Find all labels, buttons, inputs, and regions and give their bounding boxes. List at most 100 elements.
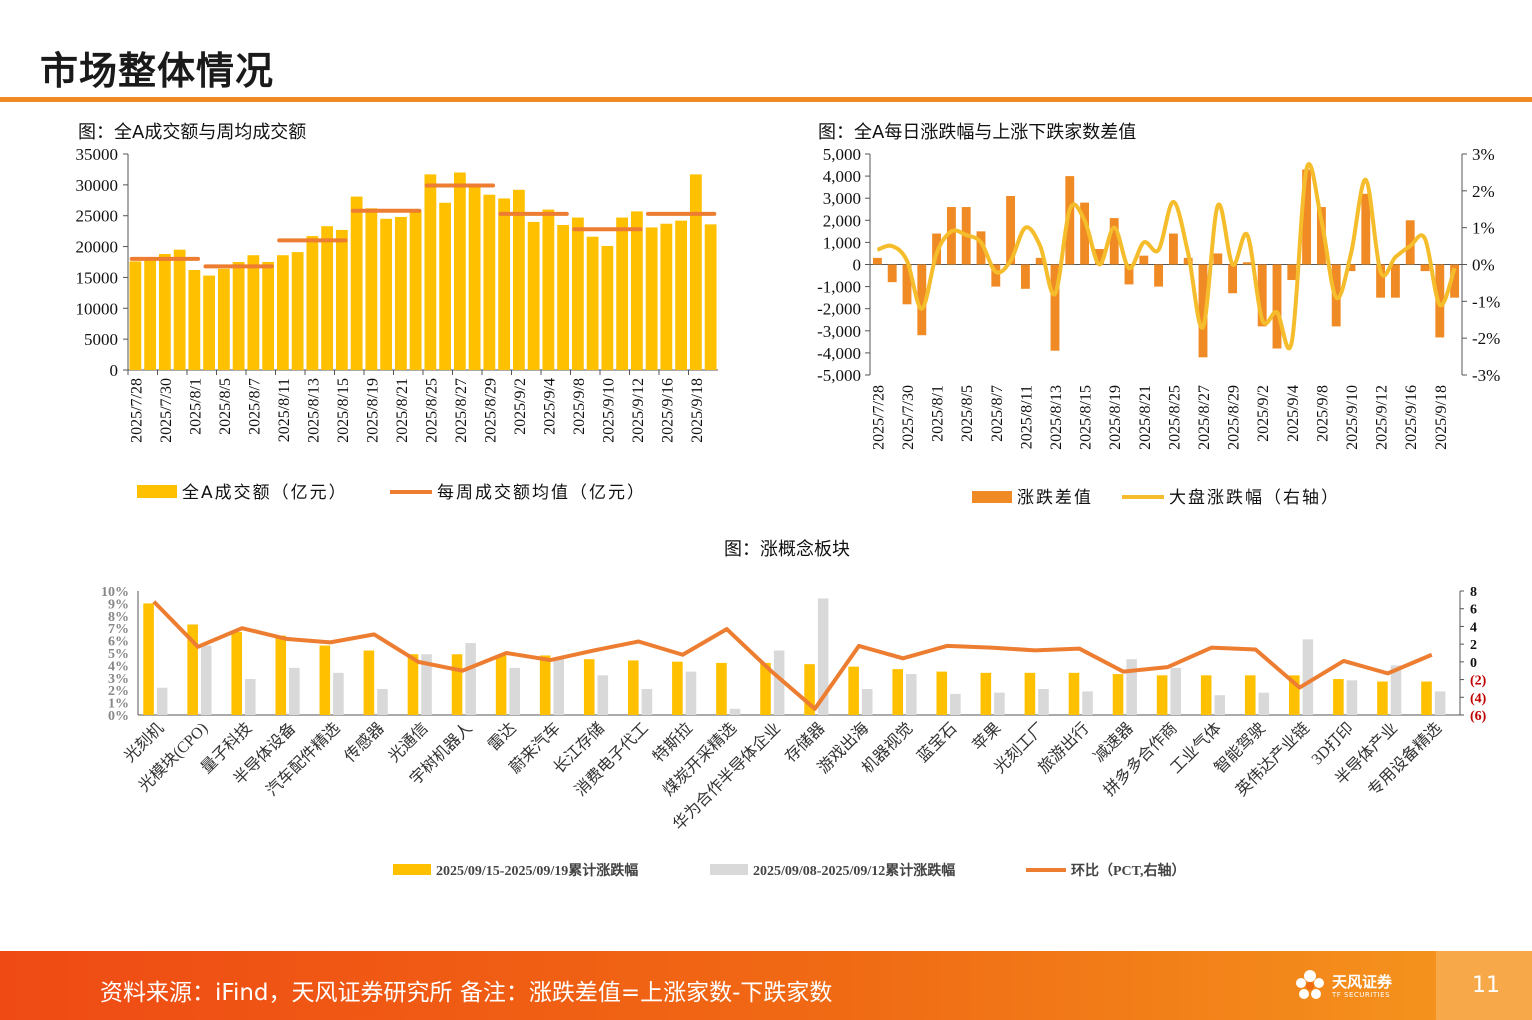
previous-week-bar bbox=[1038, 688, 1049, 715]
y-tick-label: 25000 bbox=[76, 207, 119, 226]
current-week-bar bbox=[760, 662, 771, 715]
x-tick-label: 雷达 bbox=[484, 719, 519, 754]
footer: 资料来源：iFind，天风证券研究所 备注：涨跌差值=上涨家数-下跌家数 天风证… bbox=[0, 951, 1532, 1020]
x-tick-label: 2025/8/29 bbox=[1226, 385, 1243, 450]
x-tick-label: 2025/8/13 bbox=[1048, 385, 1065, 450]
turnover-bar bbox=[527, 221, 540, 370]
x-tick-label: 2025/9/10 bbox=[1344, 385, 1361, 450]
x-tick-label: 2025/8/21 bbox=[394, 378, 411, 443]
breadth-bar bbox=[1168, 233, 1178, 265]
breadth-bar bbox=[1287, 264, 1297, 280]
previous-week-bar bbox=[729, 708, 741, 715]
turnover-bar bbox=[262, 262, 275, 370]
y-tick-label-right: 3% bbox=[1472, 145, 1495, 164]
current-week-bar bbox=[187, 624, 198, 715]
y-tick-label-right: 6 bbox=[1470, 603, 1477, 618]
chart-daily-breadth: 5,000 4,000 3,000 2,000 1,000 0 -1,000 -2,000 -3… bbox=[817, 145, 1500, 508]
y-tick-label-left: -1,000 bbox=[817, 278, 861, 297]
y-tick-label-left: 8% bbox=[108, 610, 129, 625]
previous-week-bar bbox=[1346, 680, 1358, 715]
x-tick-label: 2025/8/19 bbox=[364, 378, 381, 443]
turnover-bar bbox=[144, 258, 157, 370]
logo-cn: 天风证券 bbox=[1332, 973, 1393, 991]
breadth-bar bbox=[1065, 176, 1075, 265]
previous-week-bar bbox=[333, 672, 344, 715]
current-week-bar bbox=[716, 662, 727, 715]
previous-week-bar bbox=[509, 667, 520, 715]
current-week-bar bbox=[892, 669, 903, 715]
legend-label-previous: 2025/09/08-2025/09/12累计涨跌幅 bbox=[753, 862, 955, 879]
previous-week-bar bbox=[1302, 639, 1314, 715]
current-week-bar bbox=[363, 650, 375, 715]
legend-swatch-turnover bbox=[137, 485, 177, 498]
turnover-bar bbox=[571, 217, 584, 370]
current-week-bar bbox=[1244, 675, 1256, 715]
x-tick-label: 2025/8/11 bbox=[276, 378, 293, 442]
current-week-bar bbox=[1068, 672, 1080, 715]
tf-securities-logo: 天风证券 TF SECURITIES bbox=[1292, 965, 1402, 1007]
y-tick-label-right: -2% bbox=[1472, 329, 1500, 348]
x-tick-label: 2025/8/1 bbox=[930, 385, 947, 442]
x-tick-label: 蓝宝石 bbox=[914, 719, 961, 766]
x-tick-label: 2025/9/2 bbox=[512, 378, 529, 435]
y-tick-label-left: 1,000 bbox=[823, 233, 861, 252]
y-tick-label-left: 2% bbox=[108, 684, 129, 699]
current-week-bar bbox=[451, 654, 463, 715]
y-tick-label: 35000 bbox=[76, 145, 119, 164]
y-tick-label-right: 4 bbox=[1470, 620, 1477, 635]
current-week-bar bbox=[672, 661, 683, 715]
current-week-bar bbox=[583, 659, 595, 715]
y-tick-label-left: 9% bbox=[108, 597, 129, 612]
turnover-bar bbox=[173, 249, 186, 370]
previous-week-bar bbox=[1126, 659, 1137, 715]
turnover-bar bbox=[188, 270, 201, 370]
turnover-bar bbox=[542, 209, 555, 370]
y-tick-label-right: -1% bbox=[1472, 292, 1500, 311]
y-tick-label-right: (2) bbox=[1470, 674, 1487, 689]
y-tick-label-right: 2% bbox=[1472, 182, 1495, 201]
y-tick-label-left: 7% bbox=[108, 622, 129, 637]
breadth-bar bbox=[1094, 249, 1104, 265]
current-week-bar bbox=[1333, 679, 1344, 715]
turnover-bar bbox=[232, 262, 245, 370]
x-tick-label: 2025/7/28 bbox=[870, 385, 887, 450]
x-tick-label: 2025/9/18 bbox=[1433, 385, 1450, 450]
x-tick-label: 2025/8/7 bbox=[989, 385, 1006, 442]
breadth-bar bbox=[1361, 193, 1371, 265]
turnover-bar bbox=[689, 174, 702, 370]
breadth-bar bbox=[1420, 264, 1430, 272]
x-tick-label: 2025/9/8 bbox=[571, 378, 588, 435]
turnover-bar bbox=[276, 255, 289, 370]
index-change-line bbox=[876, 162, 1457, 351]
y-tick-label-left: 10% bbox=[101, 585, 129, 600]
breadth-bar bbox=[1405, 220, 1415, 265]
y-tick-label-left: 4,000 bbox=[823, 167, 861, 186]
y-tick-label-left: 5,000 bbox=[823, 145, 861, 164]
x-tick-label: 2025/8/11 bbox=[1018, 385, 1035, 449]
turnover-bar bbox=[158, 253, 171, 370]
page-title: 市场整体情况 bbox=[40, 49, 275, 93]
turnover-bar bbox=[645, 227, 658, 370]
legend-swatch-breadth bbox=[972, 491, 1012, 503]
current-week-bar bbox=[1421, 681, 1432, 715]
turnover-bar bbox=[247, 255, 260, 370]
turnover-bar bbox=[203, 275, 216, 370]
previous-week-bar bbox=[465, 643, 476, 715]
y-tick-label-left: -4,000 bbox=[817, 344, 861, 363]
current-week-bar bbox=[1289, 675, 1300, 715]
breadth-bar bbox=[1139, 255, 1149, 265]
breadth-bar bbox=[1035, 257, 1045, 265]
turnover-bar bbox=[557, 224, 570, 370]
breadth-bar bbox=[1346, 264, 1356, 272]
turnover-bar bbox=[630, 211, 643, 370]
current-week-bar bbox=[980, 672, 992, 715]
current-week-bar bbox=[319, 645, 331, 715]
breadth-bar bbox=[1109, 218, 1119, 265]
current-week-bar bbox=[848, 666, 859, 715]
previous-week-bar bbox=[553, 657, 565, 715]
breadth-bar bbox=[1124, 264, 1134, 285]
previous-week-bar bbox=[377, 688, 388, 715]
current-week-bar bbox=[539, 655, 551, 715]
legend-label-breadth: 涨跌差值 bbox=[1017, 488, 1093, 508]
x-tick-label: 2025/9/2 bbox=[1255, 385, 1272, 442]
